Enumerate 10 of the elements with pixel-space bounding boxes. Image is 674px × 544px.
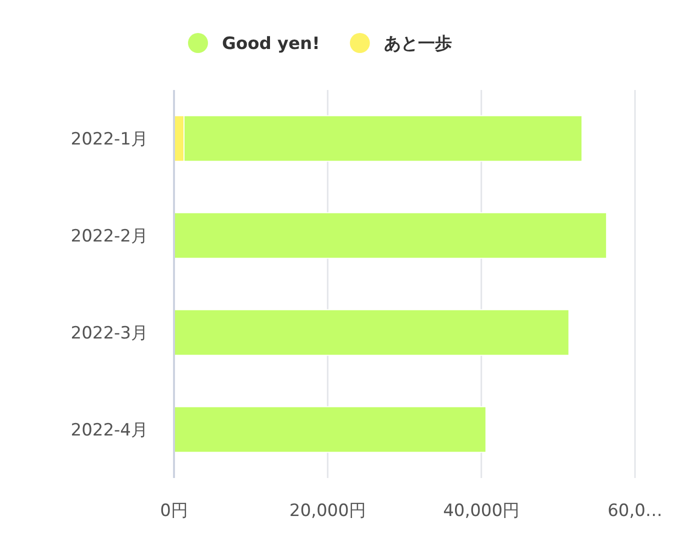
legend-label: Good yen! <box>222 34 320 54</box>
x-tick-label: 0円 <box>160 501 188 521</box>
x-tick-label: 60,0… <box>608 501 662 521</box>
y-tick-label: 2022-3月 <box>70 324 148 344</box>
y-tick-label: 2022-4月 <box>70 420 148 440</box>
x-tick-label: 20,000円 <box>289 501 366 521</box>
legend-label: あと一歩 <box>384 34 452 54</box>
y-tick-label: 2022-1月 <box>70 130 148 150</box>
y-tick-label: 2022-2月 <box>70 226 148 246</box>
x-tick-label: 40,000円 <box>443 501 520 521</box>
